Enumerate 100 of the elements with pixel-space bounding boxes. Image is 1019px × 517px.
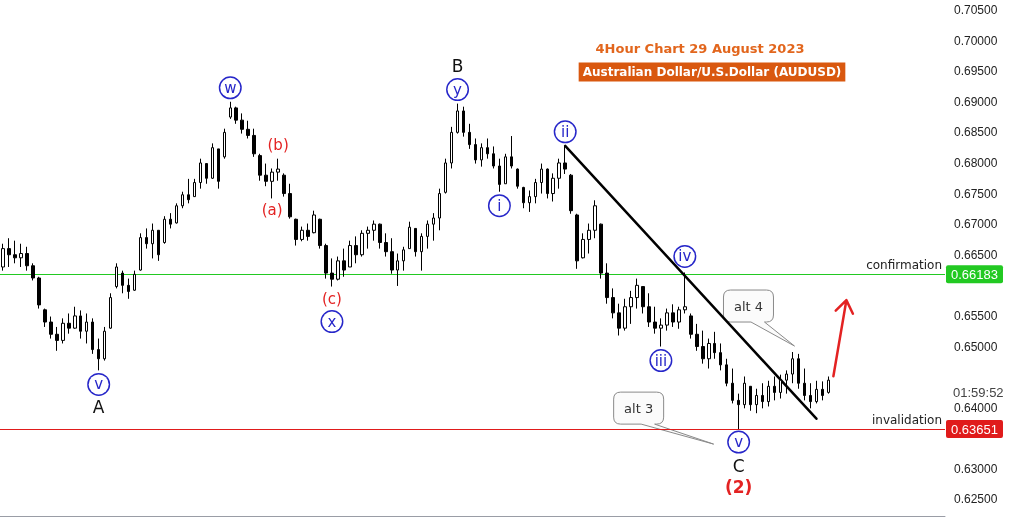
candlestick	[31, 262, 35, 281]
candlestick	[103, 326, 106, 362]
annotation: w	[224, 78, 237, 97]
annotation: iii	[654, 351, 668, 370]
annotation: v	[734, 433, 744, 452]
candlestick	[797, 353, 800, 390]
candlestick	[306, 223, 310, 242]
candlestick	[767, 380, 770, 407]
candlestick	[516, 167, 519, 190]
candlestick	[318, 218, 322, 250]
candlestick	[187, 178, 190, 204]
y-tick-label: 0.67000	[954, 217, 998, 232]
candlestick	[540, 163, 543, 195]
candlestick	[163, 215, 166, 245]
candlestick	[653, 306, 657, 335]
candlestick	[288, 183, 292, 220]
candlestick	[109, 292, 112, 330]
candlestick	[217, 148, 220, 190]
candlestick	[252, 128, 256, 158]
candlestick	[396, 253, 399, 287]
candlestick	[240, 112, 244, 135]
candlestick	[623, 298, 627, 332]
annotation: (b)	[267, 135, 289, 154]
annotation: iv	[678, 247, 692, 266]
candlestick	[551, 172, 555, 203]
candlestick	[827, 376, 830, 395]
candlestick	[647, 292, 651, 328]
candlestick	[390, 237, 394, 275]
annotation: v	[94, 375, 104, 394]
y-tick-label: 0.66500	[954, 247, 998, 262]
candlestick	[354, 235, 358, 264]
candlestick	[635, 278, 639, 310]
candlestick	[749, 385, 752, 412]
candlestick	[581, 232, 585, 259]
candlestick	[809, 382, 812, 409]
candlestick	[713, 331, 716, 360]
candlestick	[677, 306, 681, 330]
candlestick	[312, 210, 316, 234]
annotation: alt 4	[733, 298, 764, 314]
candlestick	[791, 351, 794, 384]
candlestick	[725, 358, 728, 387]
candlestick	[629, 290, 633, 325]
candlestick	[181, 191, 184, 209]
candlestick	[587, 223, 591, 255]
candlestick	[384, 232, 388, 258]
candlestick	[270, 167, 274, 199]
candlestick	[246, 120, 250, 139]
candlestick	[348, 240, 352, 268]
candlestick	[504, 153, 507, 185]
annotation: ii	[561, 122, 570, 141]
text: 01:59:52	[953, 384, 1004, 400]
candlestick	[462, 106, 465, 138]
candlestick	[258, 153, 262, 182]
y-tick-label: 0.68500	[954, 125, 998, 140]
text: Australian Dollar/U.S.Dollar (AUDUSD)	[582, 65, 842, 79]
annotation: B	[451, 55, 464, 76]
candlestick	[492, 145, 495, 169]
candlestick	[779, 374, 782, 400]
text: 0.66183	[951, 266, 998, 282]
candlestick	[139, 232, 142, 272]
candlestick	[37, 276, 41, 310]
candlestick	[695, 323, 699, 352]
candlestick	[115, 262, 118, 289]
candlestick	[205, 163, 208, 185]
candlestick	[737, 393, 740, 430]
candlestick	[683, 271, 687, 314]
candlestick	[336, 256, 340, 281]
candlestick	[282, 172, 286, 198]
candlestick	[468, 123, 471, 150]
candlestick	[420, 232, 423, 272]
ref-line-label: invalidation	[871, 413, 942, 428]
annotation: alt 3	[624, 400, 654, 416]
candlestick	[19, 243, 23, 268]
candlestick	[264, 163, 268, 187]
candlestick	[85, 312, 88, 344]
candlestick	[276, 158, 280, 182]
candlestick	[743, 376, 746, 409]
y-tick-label: 0.69000	[954, 94, 998, 109]
y-tick-label: 0.67500	[954, 186, 998, 201]
candlestick	[414, 227, 417, 258]
candlestick	[803, 368, 806, 401]
candlestick	[719, 342, 722, 371]
candlestick	[671, 303, 675, 328]
candlestick	[151, 223, 154, 259]
annotation: x	[327, 312, 337, 331]
candlestick	[599, 223, 603, 280]
candlestick	[61, 317, 65, 344]
candlestick	[79, 309, 82, 340]
y-tick-label: 0.68000	[954, 155, 998, 170]
candlestick	[13, 240, 17, 264]
candlestick	[193, 178, 196, 198]
candlestick	[755, 388, 758, 414]
annotation: A	[92, 397, 105, 418]
candlestick	[67, 312, 71, 335]
candlestick	[546, 167, 549, 199]
candlestick	[569, 173, 573, 215]
annotation: (a)	[261, 201, 283, 220]
y-tick-label: 0.64000	[954, 400, 998, 415]
text: 4Hour Chart 29 August 2023	[595, 40, 805, 56]
candlestick	[175, 202, 178, 225]
